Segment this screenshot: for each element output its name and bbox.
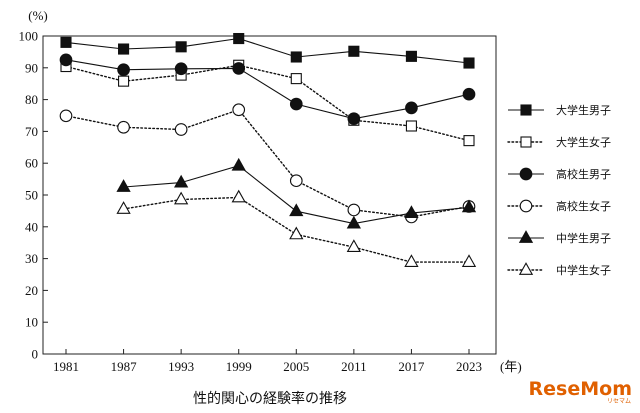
y-tick-label: 60 — [25, 156, 38, 171]
data-point — [174, 191, 189, 205]
series-5 — [116, 157, 477, 229]
legend-label: 大学生男子 — [556, 103, 611, 117]
data-point — [232, 103, 246, 117]
data-point — [289, 97, 303, 111]
data-point — [174, 62, 188, 76]
legend-item: 中学生男子 — [508, 230, 611, 245]
legend-marker — [519, 199, 533, 213]
x-tick-label: 1987 — [111, 359, 138, 374]
legend-item: 大学生女子 — [507, 135, 611, 149]
legend-label: 高校生男子 — [556, 167, 611, 181]
y-tick-label: 90 — [25, 60, 38, 75]
data-point — [346, 215, 361, 229]
y-tick-label: 20 — [25, 283, 38, 298]
plot-area — [42, 35, 497, 355]
x-tick-label: 2011 — [341, 359, 367, 374]
y-tick-label: 50 — [25, 188, 38, 203]
series-line — [65, 108, 470, 218]
legend-marker — [520, 136, 532, 148]
data-point — [289, 226, 304, 240]
data-point — [405, 101, 418, 115]
legend-item: 高校生女子 — [507, 199, 611, 213]
legend-marker — [519, 167, 533, 181]
data-point — [60, 36, 72, 48]
series-1 — [60, 32, 475, 69]
watermark: ReseMom リセマム — [529, 378, 632, 405]
data-point — [405, 120, 417, 132]
watermark-logo: ReseMom — [529, 378, 632, 400]
x-axis: 1981 1987 1993 1999 2005 2011 2017 2023 — [53, 349, 482, 374]
data-point — [347, 112, 361, 126]
data-point — [461, 254, 477, 267]
data-point — [59, 109, 73, 123]
x-axis-unit: (年) — [500, 359, 522, 374]
y-tick-label: 0 — [32, 347, 39, 362]
data-point — [174, 123, 188, 136]
data-point — [118, 43, 130, 55]
series-layer — [59, 32, 477, 267]
y-tick-label: 40 — [25, 219, 38, 234]
legend-label: 中学生男子 — [556, 231, 611, 245]
legend-item: 高校生男子 — [508, 167, 611, 181]
data-point — [405, 50, 417, 62]
legend-item: 中学生女子 — [507, 262, 611, 277]
series-line — [65, 64, 470, 142]
data-point — [290, 51, 302, 63]
legend-label: 高校生女子 — [556, 199, 611, 213]
data-point — [462, 87, 476, 101]
data-point — [463, 135, 475, 147]
data-point — [232, 62, 246, 75]
data-point — [175, 41, 187, 53]
y-tick-label: 100 — [19, 29, 39, 44]
data-point — [117, 120, 130, 134]
data-point — [289, 203, 304, 217]
chart-caption: 性的関心の経験率の推移 — [193, 390, 347, 407]
y-tick-label: 70 — [25, 124, 38, 139]
data-point — [233, 32, 245, 45]
watermark-sub: リセマム — [607, 398, 631, 405]
plot-frame — [42, 35, 497, 355]
series-6 — [116, 189, 477, 267]
data-point — [231, 189, 246, 203]
series-4 — [59, 103, 476, 224]
legend-label: 大学生女子 — [556, 135, 611, 149]
y-tick-label: 10 — [25, 315, 38, 330]
data-point — [348, 45, 360, 57]
series-line — [65, 37, 470, 64]
data-point — [231, 157, 246, 171]
data-point — [174, 174, 189, 188]
data-point — [290, 73, 302, 85]
data-point — [117, 63, 130, 77]
data-point — [116, 201, 131, 214]
data-point — [463, 57, 475, 69]
data-point — [404, 254, 419, 267]
legend-item: 大学生男子 — [508, 103, 611, 117]
y-axis-unit: (%) — [28, 8, 48, 23]
x-tick-label: 2023 — [456, 359, 482, 374]
data-point — [404, 205, 419, 218]
data-point — [347, 203, 361, 217]
legend-marker — [518, 230, 534, 243]
data-point — [461, 199, 477, 213]
data-point — [289, 174, 303, 188]
legend-marker — [518, 262, 534, 275]
y-tick-label: 30 — [25, 251, 38, 266]
y-axis: 0 10 20 30 40 50 60 70 80 90 100 — [19, 29, 48, 362]
x-tick-label: 2005 — [283, 359, 309, 374]
data-point — [59, 53, 73, 67]
x-tick-label: 1999 — [226, 359, 252, 374]
y-tick-label: 80 — [25, 92, 38, 107]
series-line — [65, 59, 470, 120]
x-tick-label: 1993 — [168, 359, 194, 374]
data-point — [116, 179, 131, 192]
data-point — [346, 239, 361, 253]
x-tick-label: 2017 — [398, 359, 425, 374]
legend-label: 中学生女子 — [556, 263, 611, 277]
data-point — [118, 75, 130, 87]
legend-marker — [520, 104, 532, 116]
series-3 — [59, 53, 476, 126]
x-tick-label: 1981 — [53, 359, 79, 374]
